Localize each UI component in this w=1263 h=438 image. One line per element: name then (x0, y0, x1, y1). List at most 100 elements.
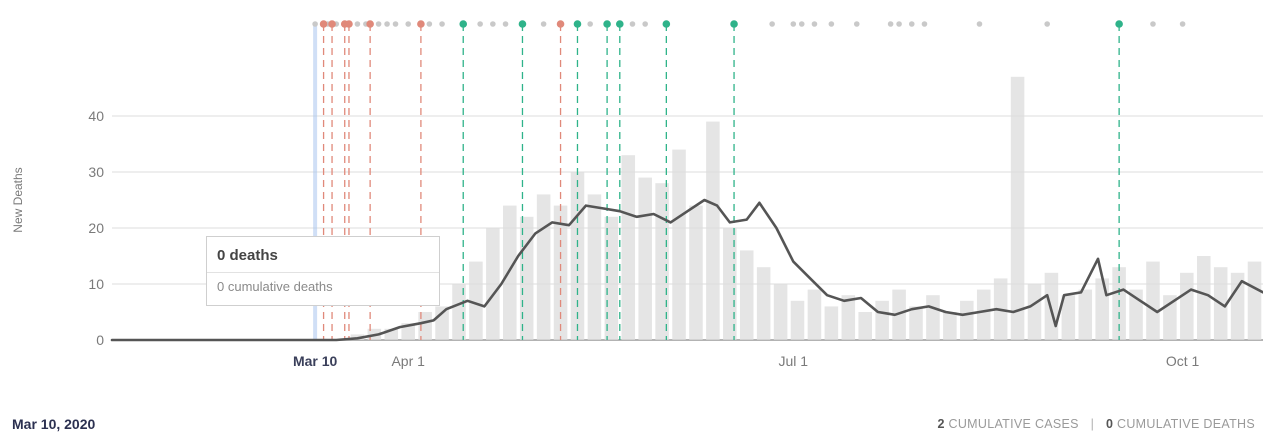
moving-average-line (110, 198, 1263, 342)
daily-death-bar (604, 216, 619, 340)
daily-death-bar (739, 250, 754, 340)
cases-label: CUMULATIVE CASES (948, 417, 1079, 431)
daily-death-bar (587, 194, 602, 340)
event-dot[interactable] (502, 21, 509, 27)
deaths-chart: 0 10 20 30 40 Mar 10 Apr 1 Jul 1 Oct 1 New Deat… (11, 20, 1263, 369)
green-event-dot[interactable] (730, 20, 738, 28)
daily-death-bar (1230, 272, 1245, 340)
tooltip-cumulative-deaths: 0 cumulative deaths (217, 279, 333, 294)
red-event-dot[interactable] (319, 20, 328, 28)
daily-death-bar (1027, 284, 1042, 340)
daily-death-bar (1010, 76, 1025, 341)
totals-separator: | (1090, 417, 1095, 431)
daily-death-bar (621, 155, 636, 340)
y-axis-label: New Deaths (11, 167, 25, 232)
event-dot[interactable] (375, 21, 382, 27)
green-event-dot[interactable] (615, 20, 624, 28)
daily-death-bar (553, 205, 568, 340)
event-dot[interactable] (1150, 21, 1156, 27)
event-dot[interactable] (811, 21, 818, 27)
cumulative-totals: 2 CUMULATIVE CASES | 0 CUMULATIVE DEATHS (937, 417, 1255, 431)
event-dot[interactable] (490, 21, 496, 27)
daily-death-bar (655, 183, 669, 340)
daily-death-bar (536, 194, 551, 340)
event-dot[interactable] (976, 21, 983, 27)
event-dot[interactable] (853, 21, 860, 27)
daily-death-bar (960, 300, 974, 340)
daily-death-bar (841, 295, 856, 340)
x-tick-label: Oct 1 (1166, 353, 1200, 369)
event-dot[interactable] (629, 21, 636, 27)
event-dot[interactable] (426, 21, 433, 27)
daily-death-bar (892, 289, 906, 340)
green-event-dot[interactable] (1115, 20, 1123, 28)
y-tick-label: 20 (88, 220, 104, 236)
green-event-dot[interactable] (459, 20, 468, 28)
daily-death-bar (790, 300, 805, 340)
daily-bars (350, 76, 1262, 341)
hover-tooltip: 0 deaths 0 cumulative deaths (206, 236, 440, 306)
x-tick-label: Mar 10 (293, 353, 338, 369)
event-dot[interactable] (354, 21, 361, 27)
y-axis-ticks: 0 10 20 30 40 (88, 108, 104, 348)
selected-date-band (313, 24, 318, 340)
daily-death-bar (756, 267, 771, 340)
event-dot[interactable] (1044, 21, 1050, 27)
y-tick-label: 40 (88, 108, 104, 124)
y-tick-label: 10 (88, 276, 104, 292)
deaths-count: 0 (1105, 417, 1114, 431)
daily-death-bar (909, 306, 923, 340)
event-dot[interactable] (642, 21, 648, 27)
event-dot[interactable] (439, 21, 445, 27)
daily-death-bar (486, 228, 500, 340)
event-dot[interactable] (921, 21, 928, 27)
event-dot[interactable] (312, 21, 318, 27)
daily-death-bar (469, 261, 483, 340)
daily-death-bar (672, 149, 686, 340)
x-tick-label: Jul 1 (779, 353, 809, 369)
daily-death-bar (1061, 295, 1076, 340)
event-dot[interactable] (405, 21, 412, 27)
daily-death-bar (1129, 289, 1143, 340)
daily-death-bar (384, 328, 399, 340)
event-dot[interactable] (828, 21, 835, 27)
event-dot[interactable] (1179, 21, 1186, 27)
event-dot[interactable] (769, 21, 775, 27)
event-dot[interactable] (908, 21, 915, 27)
event-dot[interactable] (798, 21, 805, 27)
daily-death-bar (638, 177, 652, 340)
event-dot[interactable] (896, 21, 902, 27)
x-axis-ticks: Mar 10 Apr 1 Jul 1 Oct 1 (293, 353, 1200, 369)
daily-death-bar (773, 284, 788, 340)
event-dot[interactable] (790, 21, 797, 27)
y-tick-label: 30 (88, 164, 104, 180)
daily-death-bar (689, 205, 703, 340)
daily-death-bar (723, 228, 737, 340)
event-dot[interactable] (392, 21, 399, 27)
red-event-dot[interactable] (417, 20, 425, 28)
green-event-dot[interactable] (603, 20, 611, 28)
event-dot[interactable] (540, 21, 547, 27)
daily-death-bar (943, 312, 957, 340)
red-event-dot[interactable] (328, 20, 336, 28)
green-event-dot[interactable] (573, 20, 582, 28)
daily-death-bar (976, 289, 991, 340)
event-dot[interactable] (384, 21, 390, 27)
daily-death-bar (875, 300, 889, 340)
green-event-dot[interactable] (662, 20, 671, 28)
red-event-dot[interactable] (345, 20, 353, 28)
daily-death-bar (452, 284, 466, 340)
green-event-dot[interactable] (518, 20, 527, 28)
tooltip-divider (207, 272, 439, 273)
red-event-dot[interactable] (366, 20, 374, 28)
tooltip-deaths: 0 deaths (217, 247, 278, 264)
event-markers (312, 20, 1186, 340)
daily-death-bar (926, 295, 940, 340)
event-dot[interactable] (477, 21, 483, 27)
event-dot[interactable] (887, 21, 894, 27)
daily-death-bar (858, 312, 872, 340)
daily-death-bar (1078, 289, 1093, 340)
red-event-dot[interactable] (556, 20, 565, 28)
event-dot[interactable] (587, 21, 593, 27)
daily-death-bar (418, 312, 432, 340)
